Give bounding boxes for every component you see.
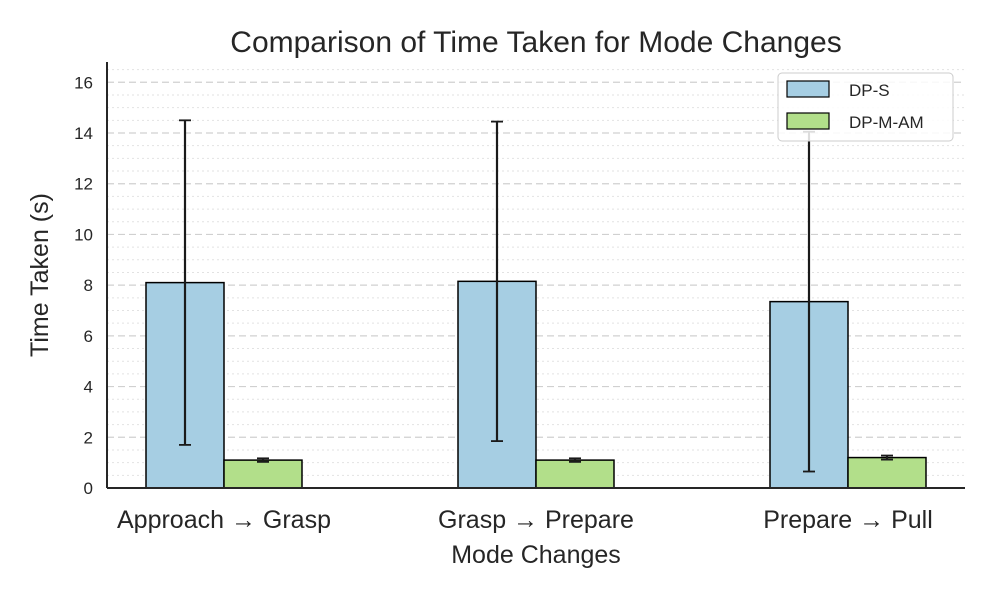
legend: DP-S DP-M-AM	[777, 72, 954, 142]
x-ticks-layer: Approach → Grasp Grasp → Prepare Prepare →…	[117, 506, 933, 534]
chart-title: Comparison of Time Taken for Mode Change…	[230, 26, 841, 59]
x-tick-label: Prepare → Pull	[763, 506, 933, 534]
x-tick-label: Approach → Grasp	[117, 506, 331, 534]
y-tick-label: 4	[84, 378, 93, 397]
y-tick-label: 2	[84, 428, 93, 447]
legend-swatch-dp-s	[786, 80, 830, 98]
bar-dp-m-am-2	[847, 456, 927, 489]
y-ticks-layer: 0 2 4 6 8 10 12 14 16	[74, 73, 93, 498]
legend-label-dp-m-am: DP-M-AM	[849, 113, 924, 132]
x-axis-label: Mode Changes	[451, 541, 621, 569]
y-tick-label: 6	[84, 327, 93, 346]
y-tick-label: 14	[74, 124, 93, 143]
legend-swatch-dp-m-am	[786, 112, 830, 130]
bar-dp-m-am-0	[223, 459, 303, 489]
y-tick-label: 12	[74, 175, 93, 194]
y-tick-label: 0	[84, 479, 93, 498]
y-tick-label: 10	[74, 225, 93, 244]
x-tick-label: Grasp → Prepare	[438, 506, 634, 534]
axes-layer	[106, 62, 965, 489]
legend-label-dp-s: DP-S	[849, 81, 890, 100]
y-tick-label: 16	[74, 73, 93, 92]
bar-dp-m-am-1	[535, 459, 615, 489]
y-tick-label: 8	[84, 276, 93, 295]
y-axis-label: Time Taken (s)	[26, 193, 54, 357]
